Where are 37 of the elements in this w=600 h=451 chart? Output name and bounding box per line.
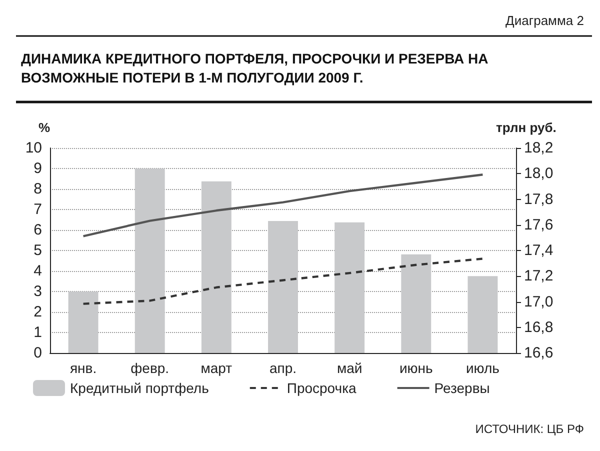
y2-axis-title: трлн руб. [496, 120, 556, 135]
y-axis-title: % [38, 120, 50, 135]
y2-tick-label: 17,8 [524, 190, 554, 208]
y-tick-label: 8 [34, 180, 42, 198]
y-tick-label: 9 [34, 160, 42, 177]
x-tick-label: июль [466, 360, 500, 376]
y2-tick-label: 17,4 [524, 242, 554, 259]
legend-label: Кредитный портфель [70, 380, 209, 396]
y2-tick-label: 17,0 [524, 293, 554, 310]
chart-title: ДИНАМИКА КРЕДИТНОГО ПОРТФЕЛЯ, ПРОСРОЧКИ И РЕЗЕРВА НА ВОЗМОЖНЫЕ ПОТЕРИ В 1-М ПОЛУГОДИИ 2009 Г. [21, 50, 492, 86]
y-tick-label: 10 [25, 140, 42, 156]
y-tick-label: 7 [34, 201, 42, 218]
line-series [82, 174, 484, 238]
x-tick-label: март [200, 360, 233, 376]
y2-tick-label: 17,6 [524, 216, 554, 234]
y-tick-label: 3 [34, 283, 42, 300]
y2-tick-label: 16,8 [524, 318, 554, 336]
legend-label: Резервы [434, 380, 490, 396]
x-tick-label: апр. [269, 360, 297, 376]
y-tick-label: 0 [34, 344, 42, 362]
text: ИСТОЧНИК: ЦБ РФ [475, 422, 584, 436]
x-tick-label: янв. [70, 360, 97, 376]
y2-tick-label: 17,2 [524, 268, 554, 285]
y-tick-label: 4 [34, 262, 42, 280]
legend-label: Просрочка [286, 380, 357, 396]
x-tick-label: июнь [399, 360, 433, 376]
y2-tick-label: 18,2 [524, 140, 554, 156]
y2-tick-label: 18,0 [524, 165, 554, 182]
x-tick-label: май [336, 360, 362, 376]
y-tick-label: 6 [34, 222, 42, 238]
text: Диаграмма 2 [506, 13, 584, 28]
y-tick-label: 1 [34, 324, 42, 341]
y-tick-label: 2 [34, 304, 42, 320]
y2-tick-label: 16,6 [524, 344, 554, 362]
y-tick-label: 5 [34, 242, 42, 259]
x-tick-label: февр. [130, 360, 170, 376]
line-series [82, 258, 484, 305]
